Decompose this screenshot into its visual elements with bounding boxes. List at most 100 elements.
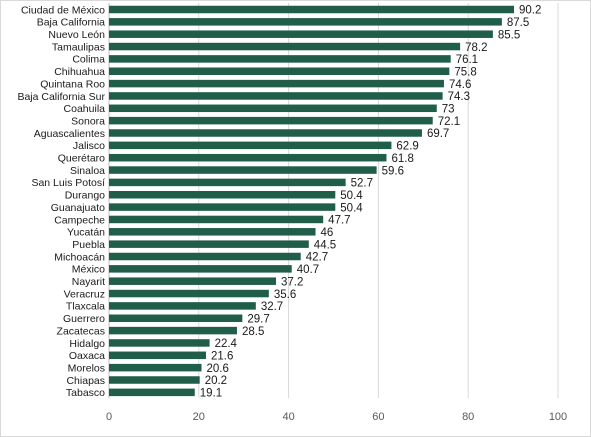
- bar: [109, 228, 316, 236]
- value-label: 35.6: [274, 289, 296, 301]
- category-label: Michoacán: [54, 251, 105, 263]
- bar: [109, 314, 243, 322]
- category-label: San Luis Potosí: [31, 177, 105, 189]
- bar: [109, 388, 195, 397]
- value-label: 62.9: [396, 141, 418, 153]
- value-label: 74.6: [449, 79, 471, 91]
- bar: [109, 67, 450, 75]
- category-label: Colima: [72, 54, 105, 66]
- category-label: Querétaro: [58, 153, 105, 165]
- bar: [109, 104, 437, 113]
- bars: [109, 5, 514, 397]
- value-label: 78.2: [465, 42, 487, 54]
- value-label: 69.7: [427, 128, 449, 140]
- bar: [109, 252, 301, 261]
- bar: [109, 302, 256, 310]
- value-label: 20.6: [206, 363, 228, 375]
- value-label: 74.3: [448, 91, 470, 103]
- bar: [109, 42, 461, 51]
- category-label: Veracruz: [64, 288, 105, 300]
- value-labels: 90.287.585.5 78.276.175.874.674.37372.169…: [200, 5, 542, 400]
- value-label: 76.1: [456, 54, 478, 66]
- value-label: 61.8: [391, 153, 413, 165]
- bar: [109, 79, 444, 88]
- category-label: Guerrero: [63, 313, 105, 325]
- category-label: Tlaxcala: [66, 301, 105, 313]
- value-label: 72.1: [438, 116, 460, 128]
- bar: [109, 153, 387, 162]
- category-label: Jalisco: [73, 140, 105, 152]
- bar: [109, 326, 237, 335]
- category-label: Campeche: [54, 214, 105, 226]
- value-label: 52.7: [351, 178, 373, 190]
- category-label: Yucatán: [67, 227, 105, 239]
- category-label: Nuevo León: [48, 29, 105, 41]
- x-tick-label: 40: [282, 411, 294, 423]
- x-tick-label: 80: [462, 411, 474, 423]
- bar: [109, 129, 422, 137]
- bar: [109, 277, 277, 285]
- bar: [109, 289, 269, 298]
- value-label: 50.4: [340, 202, 363, 214]
- category-label: Tabasco: [66, 387, 105, 399]
- bar: [109, 30, 493, 38]
- category-label: Puebla: [72, 239, 105, 251]
- value-label: 20.2: [205, 375, 227, 387]
- bar: [109, 376, 200, 384]
- bar: [109, 351, 206, 360]
- category-label: Hidalgo: [69, 338, 105, 350]
- x-tick-labels: 0 20 40 60 80 100: [106, 411, 567, 423]
- category-label: Zacatecas: [57, 325, 105, 337]
- bar: [109, 166, 377, 174]
- bar: [109, 191, 336, 199]
- bar: [109, 116, 433, 125]
- x-tick-label: 60: [372, 411, 384, 423]
- category-label: Quintana Roo: [40, 78, 105, 90]
- bar: [109, 215, 324, 224]
- category-label: Oaxaca: [69, 350, 105, 362]
- value-label: 28.5: [242, 326, 264, 338]
- value-label: 42.7: [306, 252, 328, 264]
- value-label: 75.8: [454, 66, 476, 78]
- category-label: Morelos: [68, 362, 105, 374]
- value-label: 90.2: [519, 5, 541, 17]
- category-label: Baja California Sur: [17, 91, 105, 103]
- bar: [109, 92, 443, 100]
- bar: [109, 18, 502, 26]
- category-label: Chiapas: [66, 375, 105, 387]
- bar: [109, 240, 309, 248]
- category-label: Ciudad de México: [21, 4, 105, 16]
- category-label: Aguascalientes: [34, 128, 105, 140]
- category-label: Sonora: [71, 115, 105, 127]
- value-label: 44.5: [314, 239, 336, 251]
- x-tick-label: 100: [549, 411, 567, 423]
- category-label: Sinaloa: [70, 165, 105, 177]
- category-label: Nayarit: [72, 276, 105, 288]
- value-label: 46: [321, 227, 334, 239]
- value-label: 19.1: [200, 388, 222, 400]
- category-label: Durango: [65, 190, 105, 202]
- category-label: Guanajuato: [51, 202, 105, 214]
- category-label: Chihuahua: [54, 66, 105, 78]
- value-label: 59.6: [382, 165, 404, 177]
- value-label: 87.5: [507, 17, 529, 29]
- category-label: Baja California: [37, 17, 105, 29]
- value-label: 73: [442, 104, 455, 116]
- bar: [109, 141, 392, 150]
- bar: [109, 55, 451, 63]
- bar: [109, 178, 346, 187]
- bar: [109, 203, 336, 211]
- value-label: 29.7: [247, 313, 269, 325]
- value-label: 22.4: [215, 338, 238, 350]
- bar: [109, 5, 514, 14]
- x-tick-label: 20: [193, 411, 205, 423]
- bar: [109, 265, 292, 273]
- value-label: 85.5: [498, 29, 520, 41]
- category-label: Coahuila: [64, 103, 106, 115]
- value-label: 21.6: [211, 351, 233, 363]
- value-label: 40.7: [297, 264, 319, 276]
- category-label: México: [72, 264, 105, 276]
- x-tick-label: 0: [106, 411, 112, 423]
